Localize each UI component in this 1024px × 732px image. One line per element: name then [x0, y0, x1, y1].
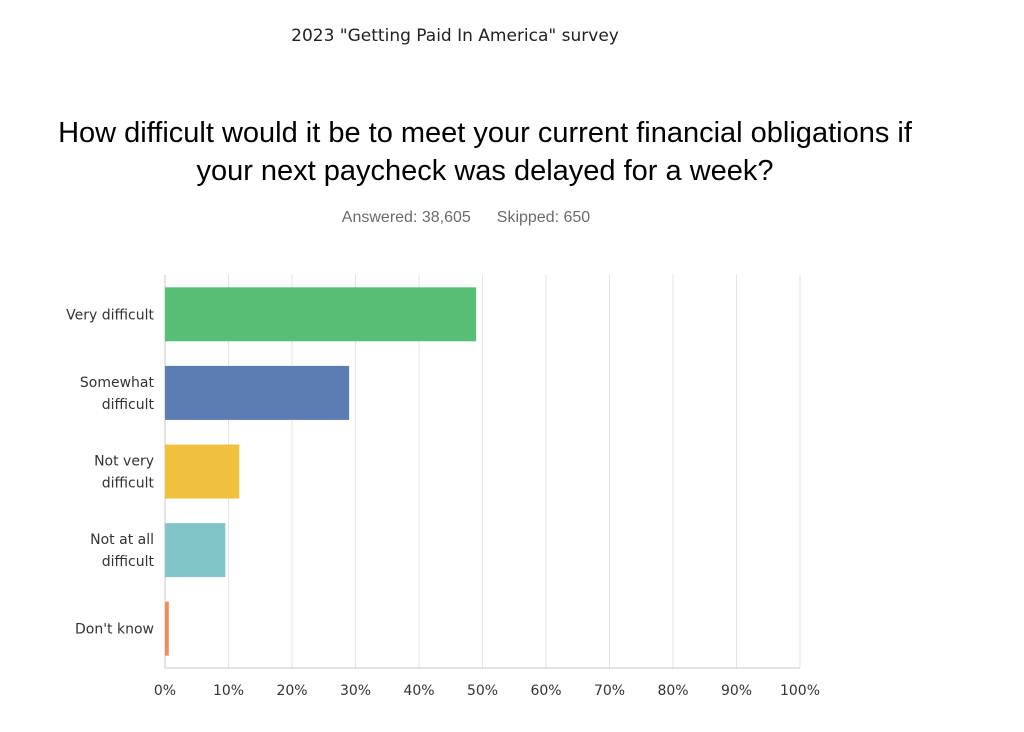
- category-label-line: difficult: [102, 554, 155, 570]
- bar: [165, 601, 169, 656]
- x-tick-label: 0%: [154, 683, 176, 699]
- category-label-line: Not very: [94, 454, 154, 470]
- category-label-line: Very difficult: [66, 307, 154, 323]
- bar: [165, 365, 350, 420]
- x-tick-label: 90%: [721, 683, 752, 699]
- bar: [165, 523, 226, 578]
- category-label: Very difficult: [66, 307, 154, 323]
- skipped-count: Skipped: 650: [496, 209, 591, 226]
- question-title: How difficult would it be to meet your c…: [0, 114, 970, 190]
- category-label-line: Don't know: [75, 622, 154, 638]
- category-label-line: Somewhat: [80, 375, 155, 391]
- x-tick-label: 50%: [467, 683, 498, 699]
- question-line-1: How difficult would it be to meet your c…: [58, 117, 912, 149]
- x-tick-label: 100%: [780, 683, 820, 699]
- category-label: Don't know: [75, 622, 154, 638]
- survey-title: 2023 "Getting Paid In America" survey: [291, 26, 619, 46]
- answered-count: Answered: 38,605: [341, 209, 471, 226]
- x-tick-label: 40%: [403, 683, 434, 699]
- x-tick-label: 10%: [213, 683, 244, 699]
- x-tick-label: 30%: [340, 683, 371, 699]
- category-label: Not at all difficult: [90, 532, 154, 570]
- response-stats: Answered: 38,605 Skipped: 650: [0, 209, 932, 227]
- category-label-line: difficult: [102, 397, 155, 413]
- category-label-line: difficult: [102, 476, 155, 492]
- category-label: Somewhat difficult: [80, 375, 155, 413]
- category-label-line: Not at all: [90, 532, 154, 548]
- x-tick-label: 70%: [594, 683, 625, 699]
- bar: [165, 287, 477, 342]
- x-tick-label: 80%: [657, 683, 688, 699]
- category-label: Not very difficult: [94, 454, 154, 492]
- bar: [165, 444, 240, 499]
- question-line-2: your next paycheck was delayed for a wee…: [196, 155, 774, 187]
- x-tick-label: 60%: [530, 683, 561, 699]
- x-tick-label: 20%: [276, 683, 307, 699]
